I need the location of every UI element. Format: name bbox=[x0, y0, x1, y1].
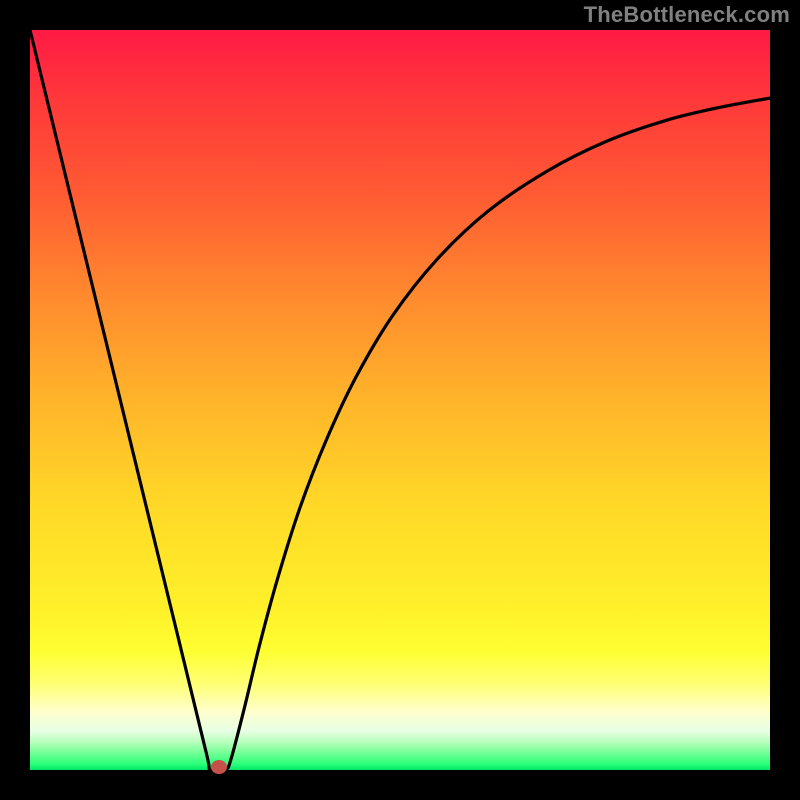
chart-frame: TheBottleneck.com bbox=[0, 0, 800, 800]
bottleneck-curve bbox=[30, 30, 770, 770]
optimum-marker bbox=[211, 760, 227, 774]
watermark-text: TheBottleneck.com bbox=[584, 2, 790, 28]
plot-area bbox=[30, 30, 770, 770]
curve-layer bbox=[30, 30, 770, 770]
